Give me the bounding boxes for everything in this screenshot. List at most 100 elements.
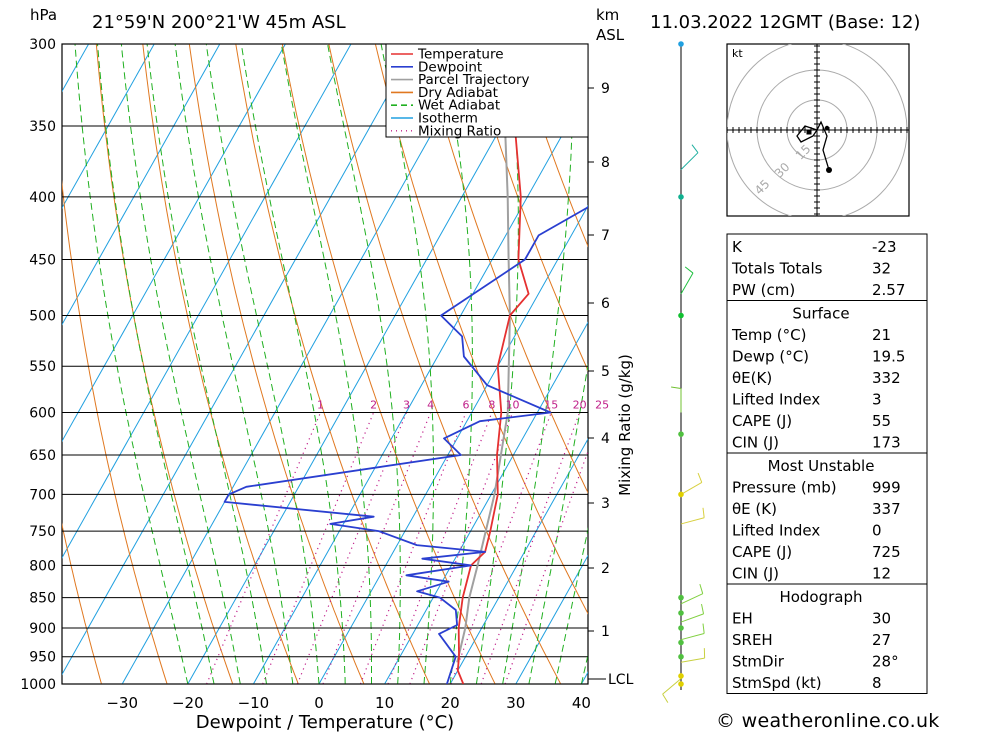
dry-adiabat-line	[62, 522, 102, 684]
index-row-value: 8	[872, 674, 882, 692]
wind-level-dot	[678, 594, 684, 601]
index-row-label: K	[732, 238, 743, 256]
dry-adiabat-line	[467, 44, 588, 372]
indices-section-box	[726, 583, 928, 694]
index-row-value: 32	[872, 260, 891, 278]
indices-section-title: Hodograph	[779, 588, 862, 606]
legend-label: Parcel Trajectory	[418, 72, 530, 88]
index-row-label: Pressure (mb)	[732, 479, 837, 497]
legend-label: Mixing Ratio	[418, 123, 501, 139]
plot-frame	[61, 43, 589, 685]
index-row-label: CAPE (J)	[732, 543, 792, 561]
pressure-tick-label: 800	[29, 558, 56, 574]
lcl-label: LCL	[608, 672, 634, 688]
index-row-label: EH	[732, 610, 753, 628]
pressure-tick-label: 400	[29, 190, 56, 206]
pressure-tick-label: 600	[29, 405, 56, 421]
index-row-label: SREH	[732, 631, 773, 649]
index-row-label: StmDir	[732, 653, 785, 671]
index-row-value: 19.5	[872, 348, 905, 366]
wind-barb	[662, 678, 682, 695]
wet-adiabat-line	[240, 44, 346, 684]
wind-barb	[680, 657, 705, 663]
wind-barb-flag	[691, 144, 699, 153]
isotherm-line	[62, 44, 418, 676]
index-row-value: 725	[872, 543, 901, 561]
index-row-label: StmSpd (kt)	[732, 674, 822, 692]
isotherm-line	[62, 44, 155, 209]
credit-text: © weatheronline.co.uk	[716, 710, 940, 732]
index-row-value: 30	[872, 610, 891, 628]
wind-level-dot	[678, 491, 684, 498]
wind-level-dot	[678, 431, 684, 437]
height-unit-asl: ASL	[596, 26, 625, 44]
pressure-tick-label: 450	[29, 253, 56, 269]
index-row-label: PW (cm)	[732, 281, 795, 299]
index-row-label: Lifted Index	[732, 522, 820, 540]
mixing-ratio-label: 4	[427, 398, 434, 411]
mixing-ratio-line	[450, 412, 552, 684]
wind-barb-flag	[702, 623, 705, 634]
storm-motion-marker	[806, 129, 812, 135]
index-row-value: 12	[872, 565, 891, 583]
legend-label: Temperature	[417, 47, 504, 63]
mixing-ratio-axis-title: Mixing Ratio (g/kg)	[616, 354, 634, 496]
isotherm-lines	[62, 44, 588, 684]
mixing-ratio-label: 2	[370, 398, 377, 411]
height-tick-label: 7	[601, 228, 610, 244]
index-row-value: 2.57	[872, 281, 905, 299]
indices-section-box	[726, 300, 928, 454]
height-tick-label: 2	[601, 561, 610, 577]
indices-top-box	[726, 233, 928, 301]
hodograph-marker	[824, 125, 830, 131]
wind-barb-flag	[671, 386, 682, 389]
wind-level-dot	[678, 194, 684, 200]
parcel-trajectory-line	[456, 44, 511, 663]
wind-barb-flag	[701, 603, 705, 614]
indices-section-title: Surface	[792, 305, 849, 323]
pressure-tick-label: 750	[29, 524, 56, 540]
mixing-ratio-label: 6	[462, 398, 469, 411]
x-tick-label: −30	[106, 694, 138, 712]
isotherm-line	[384, 321, 588, 684]
wind-barb	[680, 613, 704, 623]
wet-adiabat-line	[554, 526, 588, 684]
wind-barb	[680, 152, 699, 171]
x-axis-title: Dewpoint / Temperature (°C)	[196, 712, 454, 733]
index-row-value: 55	[872, 412, 891, 430]
pressure-tick-label: 900	[29, 621, 56, 637]
pressure-tick-label: 1000	[20, 677, 56, 693]
index-row-value: 337	[872, 500, 901, 518]
pressure-tick-label: 650	[29, 448, 56, 464]
wind-barb-flag	[697, 472, 703, 483]
indices-section-title: Most Unstable	[768, 457, 875, 475]
wind-barb-flag	[662, 693, 669, 703]
index-row-label: CAPE (J)	[732, 412, 792, 430]
mixing-ratio-label: 15	[544, 398, 558, 411]
height-unit-km: km	[596, 6, 619, 24]
temperature-line	[456, 44, 530, 684]
isotherm-line	[515, 554, 588, 684]
hodograph-trace	[796, 120, 830, 171]
wind-barb	[680, 593, 703, 605]
wind-barb-flag	[699, 583, 704, 594]
legend-label: Dewpoint	[418, 59, 482, 75]
sounding-series	[223, 44, 588, 684]
wind-level-dot	[678, 681, 684, 687]
index-row-label: Temp (°C)	[731, 326, 806, 344]
x-tick-label: 30	[506, 694, 525, 712]
hodograph-end-marker	[826, 167, 832, 173]
x-tick-label: 20	[441, 694, 460, 712]
wind-barb	[680, 481, 703, 495]
pressure-tick-label: 500	[29, 309, 56, 325]
index-row-label: CIN (J)	[732, 565, 779, 583]
height-tick-label: 1	[601, 624, 610, 640]
hodograph-unit: kt	[732, 47, 743, 60]
index-row-value: -23	[872, 238, 897, 256]
isotherm-line	[62, 44, 352, 559]
mixing-ratio-label: 1	[317, 398, 324, 411]
mixing-ratio-label: 20	[573, 398, 587, 411]
height-tick-label: 6	[601, 296, 610, 312]
location-title: 21°59'N 200°21'W 45m ASL	[92, 12, 346, 33]
